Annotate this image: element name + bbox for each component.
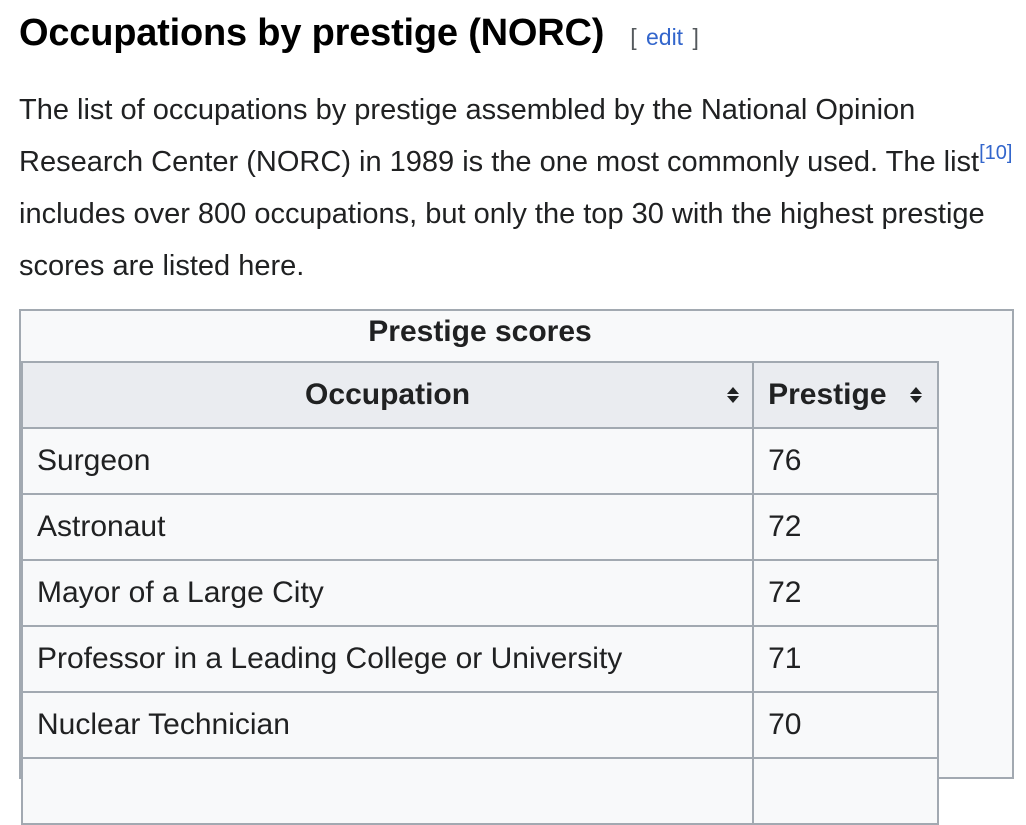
occupation-cell: [20, 757, 755, 825]
reference-link[interactable]: [10]: [979, 142, 1013, 164]
table-header-row: Occupation Prestige: [20, 361, 939, 429]
edit-section-wrapper: [ edit ]: [630, 24, 699, 51]
occupation-cell: Nuclear Technician: [20, 691, 755, 759]
intro-paragraph: The list of occupations by prestige asse…: [19, 84, 1014, 292]
prestige-cell: 76: [752, 427, 939, 495]
occupation-cell: Mayor of a Large City: [20, 559, 755, 627]
paragraph-text-2: includes over 800 occupations, but only …: [19, 198, 985, 282]
edit-section-link[interactable]: edit: [645, 24, 684, 50]
table-caption: Prestige scores: [368, 315, 592, 348]
prestige-cell: 72: [752, 493, 939, 561]
occupation-cell: Professor in a Leading College or Univer…: [20, 625, 755, 693]
reference-superscript: [10]: [979, 142, 1012, 164]
paragraph-text-1: The list of occupations by prestige asse…: [19, 94, 980, 178]
section-heading: Occupations by prestige (NORC) [ edit ]: [19, 12, 699, 55]
table-row: Astronaut 72: [20, 493, 939, 561]
column-header-label: Occupation: [305, 378, 471, 411]
prestige-cell: 71: [752, 625, 939, 693]
prestige-table: Occupation Prestige Surgeon: [20, 361, 939, 825]
edit-bracket-close: ]: [692, 24, 699, 50]
table-row: Nuclear Technician 70: [20, 691, 939, 759]
occupation-cell: Surgeon: [20, 427, 755, 495]
sort-updown-icon[interactable]: [909, 385, 923, 405]
prestige-cell: 72: [752, 559, 939, 627]
column-header-label: Prestige: [768, 378, 887, 411]
table-row: Surgeon 76: [20, 427, 939, 495]
prestige-cell: 70: [752, 691, 939, 759]
column-header-occupation[interactable]: Occupation: [20, 361, 755, 429]
prestige-cell: [752, 757, 939, 825]
sort-updown-icon[interactable]: [726, 385, 740, 405]
prestige-table-container: Prestige scores Occupation Prestige: [19, 309, 1014, 825]
section-title: Occupations by prestige (NORC): [19, 12, 605, 54]
table-row: [20, 757, 939, 825]
occupation-cell: Astronaut: [20, 493, 755, 561]
table-row: Professor in a Leading College or Univer…: [20, 625, 939, 693]
table-row: Mayor of a Large City 72: [20, 559, 939, 627]
column-header-prestige[interactable]: Prestige: [752, 361, 939, 429]
edit-bracket-open: [: [630, 24, 637, 50]
